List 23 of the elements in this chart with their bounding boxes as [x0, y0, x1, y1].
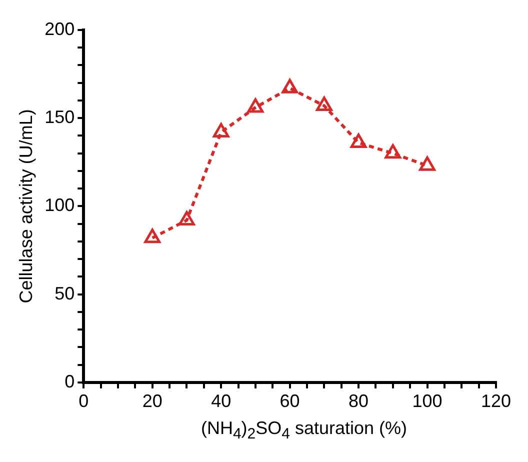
- point: [144, 228, 161, 244]
- x-tick-label: 100: [412, 391, 442, 412]
- point: [282, 78, 298, 94]
- y-tick-label: 150: [44, 107, 75, 128]
- x-tick-label: 40: [211, 391, 232, 412]
- x-tick-label: 60: [280, 391, 300, 412]
- x-tick-label: 80: [348, 391, 369, 412]
- point: [316, 96, 332, 112]
- x-tick-label: 0: [78, 391, 89, 412]
- y-axis-title: Cellulase activity (U/mL): [16, 109, 36, 304]
- point: [419, 156, 436, 171]
- point: [178, 211, 195, 226]
- point: [247, 98, 264, 113]
- y-tick-label: 100: [44, 195, 75, 216]
- x-axis-title: (NH$_{4}$)$_{2}$SO$_{4}$ saturation (%): [200, 418, 408, 443]
- y-tick-label: 50: [54, 283, 75, 304]
- x-tick-label: 120: [480, 391, 512, 412]
- point: [212, 122, 230, 138]
- point: [384, 144, 402, 159]
- x-tick-label: 20: [142, 391, 162, 412]
- y-tick-label: 200: [44, 18, 75, 39]
- y-tick-label: 0: [64, 371, 75, 392]
- point: [350, 134, 367, 148]
